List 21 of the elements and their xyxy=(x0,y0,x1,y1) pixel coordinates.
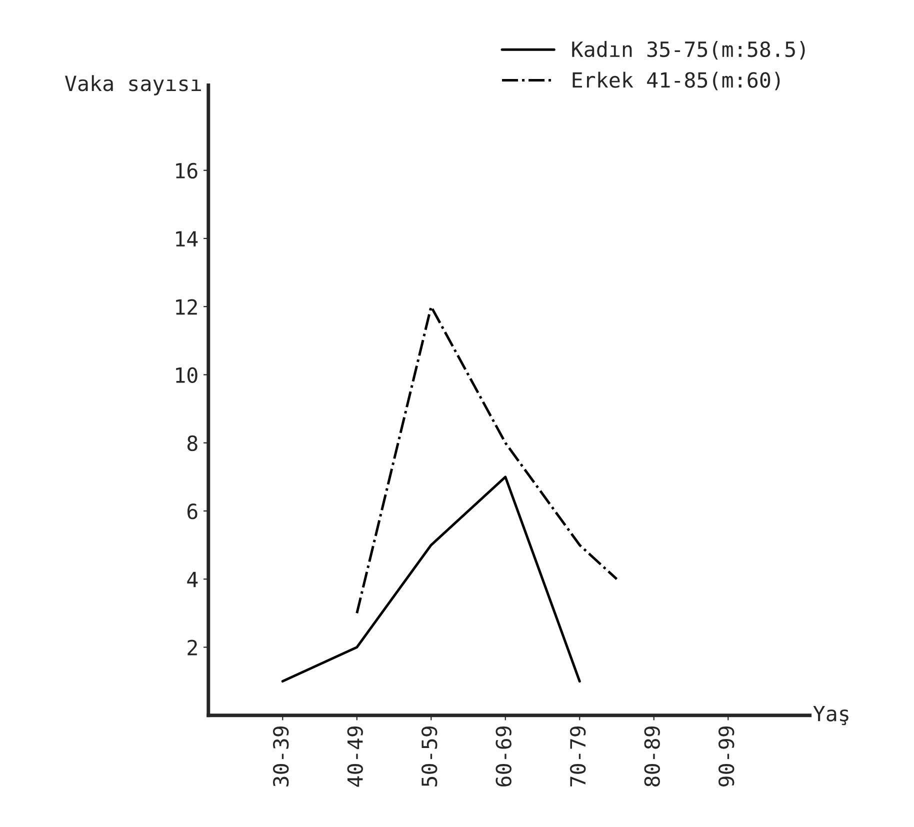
line-series xyxy=(356,305,618,614)
y-tick-label: 6 xyxy=(187,503,198,520)
y-tick-label: 2 xyxy=(188,640,197,656)
x-tick-label: 50-59 xyxy=(421,726,438,786)
y-tick-label: 12 xyxy=(176,299,197,315)
x-tick-label: 70-79 xyxy=(570,726,586,786)
y-tick-label: 16 xyxy=(176,162,198,179)
y-axis-title: Vaka sayısı xyxy=(64,75,201,96)
x-tick-label: 30-39 xyxy=(272,726,289,786)
y-tick-label: 14 xyxy=(176,231,198,246)
line-series xyxy=(281,476,581,683)
x-tick-label: 60-69 xyxy=(496,726,512,786)
x-tick-label: 40-49 xyxy=(347,726,363,787)
x-tick-label: 80-89 xyxy=(644,726,660,786)
y-tick-label: 4 xyxy=(187,572,198,588)
legend-label: Kadın 35-75(m:58.5) xyxy=(572,41,805,60)
y-tick-label: 8 xyxy=(187,435,198,452)
x-axis-title: Yaş xyxy=(813,706,848,726)
legend-label: Erkek 41-85(m:60) xyxy=(572,72,780,90)
x-tick-label: 90-99 xyxy=(718,726,734,786)
y-tick-label: 10 xyxy=(176,367,198,383)
